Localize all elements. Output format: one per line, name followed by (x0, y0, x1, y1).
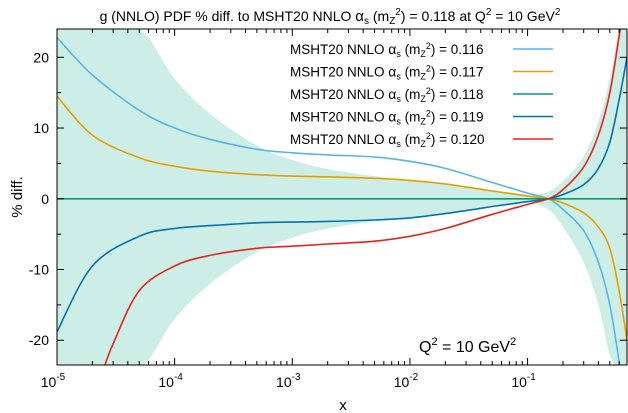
legend: MSHT20 NNLO αs (mZ2) = 0.116 MSHT20 NNLO … (290, 41, 553, 149)
chart-title: g (NNLO) PDF % diff. to MSHT20 NNLO αs (… (100, 7, 561, 27)
q2-annotation: Q2 = 10 GeV2 (419, 336, 516, 356)
legend-label-2: MSHT20 NNLO αs (mZ2) = 0.118 (290, 86, 484, 104)
y-tick-label: 0 (41, 191, 49, 207)
x-tick-label: 10-3 (276, 372, 301, 390)
series-line-4 (104, 29, 622, 365)
legend-label-4: MSHT20 NNLO αs (mZ2) = 0.120 (290, 131, 485, 149)
x-axis-label: x (339, 397, 347, 413)
y-tick-label: 10 (33, 120, 49, 136)
legend-label-1: MSHT20 NNLO αs (mZ2) = 0.117 (290, 64, 484, 82)
series-line-1 (57, 95, 627, 341)
y-tick-label: -20 (29, 332, 49, 348)
y-tick-label: 20 (33, 49, 49, 65)
y-tick-label: -10 (29, 262, 49, 278)
x-tick-label: 10-2 (394, 372, 419, 390)
ticks-layer: 20 10 0 -10 -20 10-5 10-4 10-3 10-2 10-1 (29, 29, 627, 390)
plot-frame (56, 28, 628, 366)
legend-label-3: MSHT20 NNLO αs (mZ2) = 0.119 (290, 109, 484, 127)
x-tick-label: 10-1 (511, 372, 536, 390)
uncertainty-band (57, 29, 627, 365)
y-axis-label: % diff. (9, 176, 26, 217)
series-line-3 (57, 57, 627, 333)
series-line-0 (57, 36, 621, 365)
series-layer (57, 29, 627, 365)
x-tick-label: 10-4 (158, 372, 183, 390)
plot-area: 20 10 0 -10 -20 10-5 10-4 10-3 10-2 10-1 (29, 28, 628, 390)
legend-label-0: MSHT20 NNLO αs (mZ2) = 0.116 (290, 41, 484, 59)
x-tick-label: 10-5 (41, 372, 66, 390)
